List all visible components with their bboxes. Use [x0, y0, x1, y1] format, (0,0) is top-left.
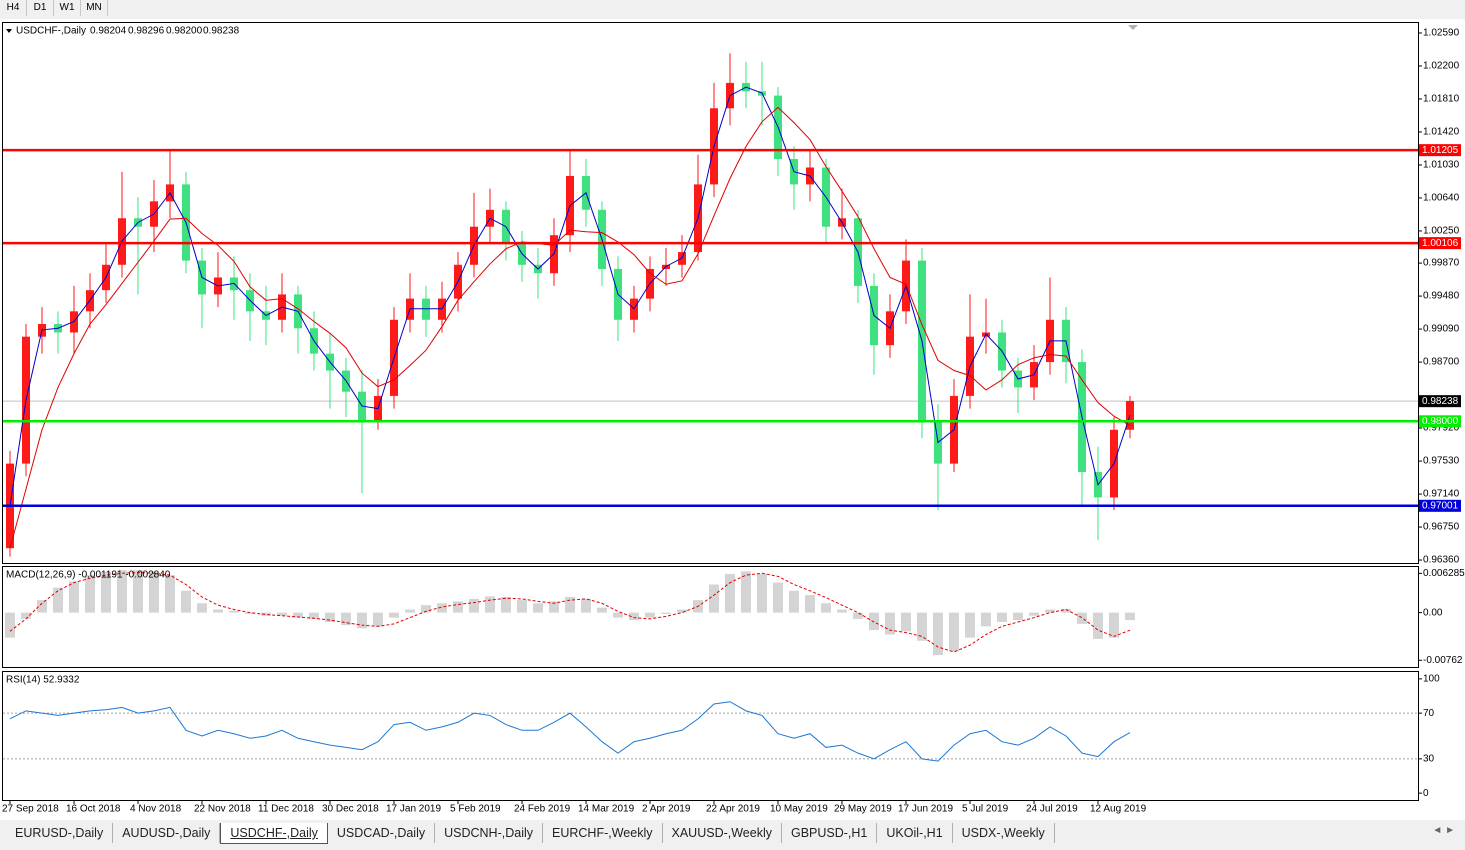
symbol-tabs: EURUSD-,Daily AUDUSD-,Daily USDCHF-,Daily U…	[6, 823, 1055, 844]
symbol-tab[interactable]: USDCNH-,Daily	[435, 823, 544, 843]
level-label-box	[1419, 415, 1461, 428]
x-tick-label: 2 Apr 2019	[642, 804, 691, 815]
level-label: 1.00106	[1422, 238, 1459, 249]
indicator-title: MACD(12,26,9) -0.001191 -0.002840	[6, 570, 171, 581]
x-tick-label: 12 Aug 2019	[1090, 804, 1147, 815]
level-label-box	[1419, 144, 1461, 157]
y-tick-label: 0.96750	[1423, 522, 1460, 533]
indicator-title: RSI(14) 52.9332	[6, 675, 80, 686]
moving-average	[9, 86, 1131, 506]
y-tick-label: 0.96360	[1423, 555, 1460, 566]
x-tick-label: 22 Nov 2018	[194, 804, 251, 815]
symbol-tab[interactable]: UKOil-,H1	[877, 823, 953, 843]
moving-average	[9, 106, 1131, 549]
y-tick-label: 1.00250	[1423, 226, 1460, 237]
y-tick-label: 0	[1423, 788, 1429, 799]
y-tick-label: 0.00	[1423, 607, 1443, 618]
title-arrow	[6, 29, 12, 33]
y-tick-label: 0.98700	[1423, 357, 1460, 368]
level-label-box	[1419, 237, 1461, 250]
y-tick-label: 1.01810	[1423, 94, 1460, 105]
rsi-line	[9, 701, 1131, 762]
x-tick-label: 24 Feb 2019	[514, 804, 571, 815]
y-tick-label: 0.97140	[1423, 489, 1460, 500]
y-tick-label: 0.99090	[1423, 324, 1460, 335]
y-tick-label: 1.02590	[1423, 28, 1460, 39]
ohlc-value: 0.98200	[166, 26, 203, 37]
tab-scroll[interactable]: ◄ ►	[1432, 825, 1455, 836]
x-tick-label: 4 Nov 2018	[130, 804, 182, 815]
timeframe-bar: H4 D1 W1 MN	[0, 0, 1465, 18]
y-tick-label: 30	[1423, 753, 1435, 764]
level-label: 1.01205	[1422, 145, 1459, 156]
last-price-box	[1419, 395, 1461, 408]
x-tick-label: 30 Dec 2018	[322, 804, 379, 815]
symbol-tab[interactable]: USDCAD-,Daily	[328, 823, 436, 843]
y-tick-label: 0.97920	[1423, 423, 1460, 434]
x-tick-label: 27 Sep 2018	[2, 804, 59, 815]
chart-title: USDCHF-,Daily	[16, 26, 86, 37]
y-tick-label: 70	[1423, 708, 1435, 719]
chart-background	[0, 19, 1465, 820]
last-price-label: 0.98238	[1422, 396, 1459, 407]
level-label-box	[1419, 499, 1461, 512]
symbol-tab[interactable]: USDCHF-,Daily	[220, 823, 328, 844]
x-tick-label: 14 Mar 2019	[578, 804, 635, 815]
y-tick-label: 1.01030	[1423, 160, 1460, 171]
x-tick-label: 29 May 2019	[834, 804, 892, 815]
y-tick-label: 0.97530	[1423, 456, 1460, 467]
y-tick-label: -0.00762	[1423, 655, 1463, 666]
macd-signal	[9, 572, 1131, 653]
symbol-tab[interactable]: GBPUSD-,H1	[782, 823, 878, 843]
y-tick-label: 1.01420	[1423, 127, 1460, 138]
ohlc-value: 0.98204	[90, 26, 127, 37]
x-tick-label: 16 Oct 2018	[66, 804, 121, 815]
y-tick-label: 0.99480	[1423, 291, 1460, 302]
symbol-tab[interactable]: AUDUSD-,Daily	[113, 823, 221, 843]
timeframe-button[interactable]: W1	[54, 0, 81, 16]
symbol-tab[interactable]: EURCHF-,Weekly	[543, 823, 663, 843]
shift-marker	[1128, 25, 1138, 30]
y-tick-label: 1.02200	[1423, 61, 1460, 72]
x-tick-label: 10 May 2019	[770, 804, 828, 815]
macd-panel	[2, 566, 1419, 668]
level-label: 0.98000	[1422, 416, 1459, 427]
symbol-tab[interactable]: USDX-,Weekly	[953, 823, 1055, 843]
y-tick-label: 0.006285	[1423, 568, 1465, 579]
y-tick-label: 0.99870	[1423, 258, 1460, 269]
timeframe-button[interactable]: D1	[27, 0, 54, 16]
symbol-tab[interactable]: EURUSD-,Daily	[6, 823, 114, 843]
main-panel	[2, 22, 1419, 564]
ohlc-value: 0.98238	[203, 26, 240, 37]
x-tick-label: 17 Jan 2019	[386, 804, 441, 815]
x-tick-label: 17 Jun 2019	[898, 804, 953, 815]
symbol-tab[interactable]: XAUUSD-,Weekly	[663, 823, 782, 843]
rsi-panel	[2, 671, 1419, 801]
level-label: 0.97001	[1422, 500, 1459, 511]
y-tick-label: 1.00640	[1423, 193, 1460, 204]
chart: 1.02590 1.02200 1.01810 1.01420 1.01030 1.006…	[0, 19, 1465, 820]
x-tick-label: 5 Feb 2019	[450, 804, 501, 815]
x-tick-label: 11 Dec 2018	[258, 804, 314, 815]
x-tick-label: 22 Apr 2019	[706, 804, 760, 815]
timeframe-button[interactable]: MN	[81, 0, 108, 16]
x-tick-label: 5 Jul 2019	[962, 804, 1009, 815]
ohlc-value: 0.98296	[128, 26, 165, 37]
timeframe-button[interactable]: H4	[0, 0, 27, 16]
y-tick-label: 100	[1423, 673, 1440, 684]
x-tick-label: 24 Jul 2019	[1026, 804, 1078, 815]
